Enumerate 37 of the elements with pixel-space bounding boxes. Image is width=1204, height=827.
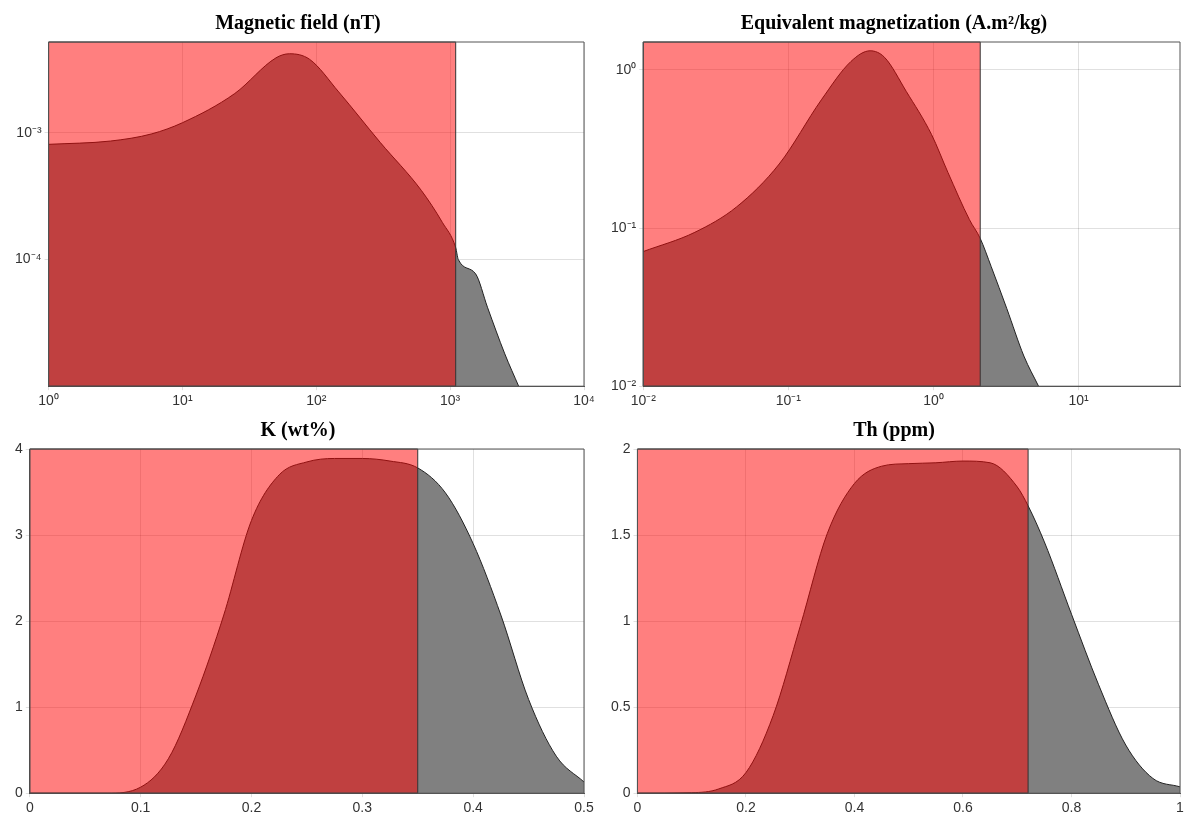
- y-tick-label: 10⁻²: [611, 377, 637, 394]
- y-tick-label: 1: [14, 698, 23, 715]
- x-tick-label: 10⁴: [573, 392, 595, 409]
- y-tick-label: 4: [14, 439, 23, 456]
- y-tick-label: 2: [622, 439, 631, 456]
- chart-title: Th (ppm): [853, 418, 935, 442]
- y-tick-label: 0: [14, 784, 23, 801]
- x-tick-label: 0.5: [574, 799, 594, 816]
- chart-title: K (wt%): [260, 418, 336, 442]
- x-tick-label: 10³: [440, 392, 461, 409]
- chart-title: Magnetic field (nT): [215, 11, 381, 35]
- x-tick-label: 10⁰: [923, 392, 944, 409]
- y-tick-label: 0: [622, 784, 631, 801]
- x-tick-label: 10¹: [172, 392, 193, 409]
- x-tick-label: 10⁰: [38, 392, 59, 409]
- y-tick-label: 10⁻⁴: [14, 250, 42, 267]
- x-tick-label: 10¹: [1068, 392, 1090, 409]
- y-tick-label: 2: [14, 611, 23, 628]
- y-tick-label: 1.5: [610, 525, 631, 542]
- x-tick-label: 0.8: [1061, 799, 1082, 816]
- x-tick-label: 0.3: [352, 799, 373, 816]
- chart-title: Equivalent magnetization (A.m²/kg): [740, 11, 1048, 35]
- x-tick-label: 10⁻¹: [775, 392, 802, 409]
- x-tick-label: 0.1: [130, 799, 151, 816]
- x-tick-label: 0.4: [463, 799, 484, 816]
- x-tick-label: 1: [1176, 799, 1185, 816]
- y-tick-label: 10⁰: [615, 60, 637, 77]
- y-tick-label: 3: [14, 525, 23, 542]
- x-tick-label: 0.2: [241, 799, 262, 816]
- x-tick-label: 0.6: [953, 799, 973, 816]
- x-tick-label: 0.2: [736, 799, 756, 816]
- y-tick-label: 1: [622, 611, 631, 628]
- y-tick-label: 0.5: [610, 698, 631, 715]
- y-tick-label: 10⁻³: [16, 123, 42, 140]
- x-tick-label: 0.4: [844, 799, 865, 816]
- y-tick-label: 10⁻¹: [611, 218, 637, 235]
- x-tick-label: 10²: [306, 392, 327, 409]
